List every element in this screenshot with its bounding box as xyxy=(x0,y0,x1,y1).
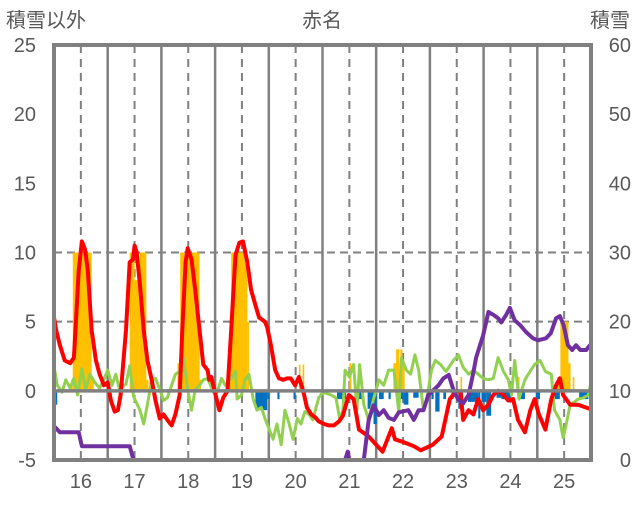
blue-bar xyxy=(293,390,296,400)
y-right-tick-label: 0 xyxy=(620,450,631,472)
y-right-tick-label: 30 xyxy=(609,243,631,265)
blue-bar xyxy=(579,390,589,400)
blue-bar xyxy=(398,390,404,400)
y-right-tick-label: 20 xyxy=(609,312,631,334)
orange-bar xyxy=(560,321,569,391)
blue-bar xyxy=(431,390,434,400)
x-tick-label: 24 xyxy=(499,471,521,493)
blue-bar xyxy=(468,390,479,402)
blue-bar xyxy=(367,390,374,409)
blue-bar xyxy=(336,390,347,400)
orange-bar xyxy=(460,377,463,391)
orange-bar xyxy=(247,321,249,391)
orange-bar xyxy=(146,379,149,391)
blue-bar xyxy=(496,390,502,398)
blue-bar xyxy=(443,390,447,400)
orange-bar xyxy=(396,349,400,391)
y-right-tick-label: 40 xyxy=(609,173,631,195)
blue-bar xyxy=(520,390,525,400)
y-right-tick-label: 60 xyxy=(609,35,631,57)
orange-bar xyxy=(572,377,575,391)
x-tick-label: 25 xyxy=(553,471,575,493)
y-left-tick-label: 15 xyxy=(14,173,36,195)
chart-title: 赤名 xyxy=(302,9,342,32)
blue-bar xyxy=(535,390,540,400)
y-left-tick-label: -5 xyxy=(18,450,36,472)
orange-bar xyxy=(129,252,135,391)
blue-bar xyxy=(551,390,560,400)
blue-bar xyxy=(413,390,419,398)
y-right-tick-label: 10 xyxy=(609,381,631,403)
blue-bar xyxy=(267,390,270,400)
blue-bar xyxy=(481,390,487,402)
orange-bar xyxy=(134,280,140,391)
right-axis-title: 積雪 xyxy=(590,9,630,32)
y-left-tick-label: 10 xyxy=(14,243,36,265)
x-tick-label: 22 xyxy=(392,471,414,493)
plot-frame xyxy=(52,43,593,462)
y-right-tick-label: 50 xyxy=(609,104,631,126)
x-tick-label: 16 xyxy=(70,471,92,493)
blue-bar xyxy=(435,390,440,412)
blue-bar xyxy=(277,390,280,400)
y-left-tick-label: 25 xyxy=(14,35,36,57)
axes xyxy=(52,43,593,462)
blue-bar xyxy=(378,390,384,400)
x-tick-label: 21 xyxy=(338,471,360,493)
blue-bar xyxy=(388,390,391,400)
y-left-tick-label: 20 xyxy=(14,104,36,126)
y-left-tick-label: 0 xyxy=(25,381,36,403)
orange-bar xyxy=(91,379,94,391)
x-tick-label: 19 xyxy=(231,471,253,493)
x-tick-label: 20 xyxy=(285,471,307,493)
y-left-tick-label: 5 xyxy=(25,312,36,334)
blue-bar xyxy=(55,390,58,405)
blue-bar xyxy=(403,390,409,405)
x-tick-label: 23 xyxy=(446,471,468,493)
red-series xyxy=(52,239,592,454)
x-tick-label: 18 xyxy=(177,471,199,493)
orange-bar xyxy=(302,364,305,391)
x-tick-label: 17 xyxy=(123,471,145,493)
orange-bar xyxy=(402,363,405,391)
blue-bar xyxy=(255,390,268,411)
orange-bar xyxy=(568,363,571,391)
left-axis-title: 積雪以外 xyxy=(6,9,86,32)
